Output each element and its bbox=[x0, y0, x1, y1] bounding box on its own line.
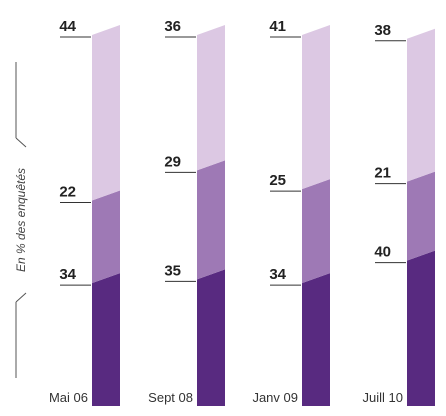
bar-segment-2-1 bbox=[92, 190, 120, 284]
bar-segment-1-3 bbox=[302, 273, 330, 406]
category-label-1: Mai 06 bbox=[49, 390, 88, 405]
value-label-3-1: 44 bbox=[59, 18, 76, 35]
y-axis-label-group: En % des enquêtés bbox=[14, 62, 28, 378]
bar-segment-1-1 bbox=[92, 273, 120, 406]
value-label-2-2: 29 bbox=[164, 153, 181, 170]
bar-segment-3-3 bbox=[302, 25, 330, 190]
value-label-1-4: 40 bbox=[374, 244, 391, 261]
bar-segment-2-2 bbox=[197, 160, 225, 280]
value-label-3-4: 38 bbox=[374, 22, 391, 39]
value-label-1-1: 34 bbox=[59, 266, 76, 283]
bar-segment-3-2 bbox=[197, 25, 225, 171]
bars-layer bbox=[92, 25, 435, 406]
y-axis-label: En % des enquêtés bbox=[14, 168, 28, 272]
bar-segment-1-2 bbox=[197, 269, 225, 406]
y-axis-bracket-top-tick bbox=[15, 137, 27, 148]
y-axis-bracket-bottom-tick bbox=[15, 292, 27, 303]
bar-segment-2-3 bbox=[302, 179, 330, 284]
bar-segment-2-4 bbox=[407, 171, 435, 261]
value-label-2-4: 21 bbox=[374, 165, 391, 182]
bar-segment-3-1 bbox=[92, 25, 120, 201]
value-label-2-3: 25 bbox=[269, 172, 286, 189]
value-label-1-3: 34 bbox=[269, 266, 286, 283]
value-label-3-2: 36 bbox=[164, 18, 181, 35]
value-label-1-2: 35 bbox=[164, 262, 181, 279]
category-label-2: Sept 08 bbox=[148, 390, 193, 405]
category-label-3: Janv 09 bbox=[252, 390, 298, 405]
bar-segment-1-4 bbox=[407, 250, 435, 406]
bar-segment-3-4 bbox=[407, 28, 435, 182]
category-label-4: Juill 10 bbox=[363, 390, 403, 405]
labels-layer: 34 22 44 Mai 06 35 29 36 Sept 08 34 25 41 Janv 09 40… bbox=[49, 18, 406, 405]
value-label-3-3: 41 bbox=[269, 18, 286, 35]
value-label-2-1: 22 bbox=[59, 183, 76, 200]
